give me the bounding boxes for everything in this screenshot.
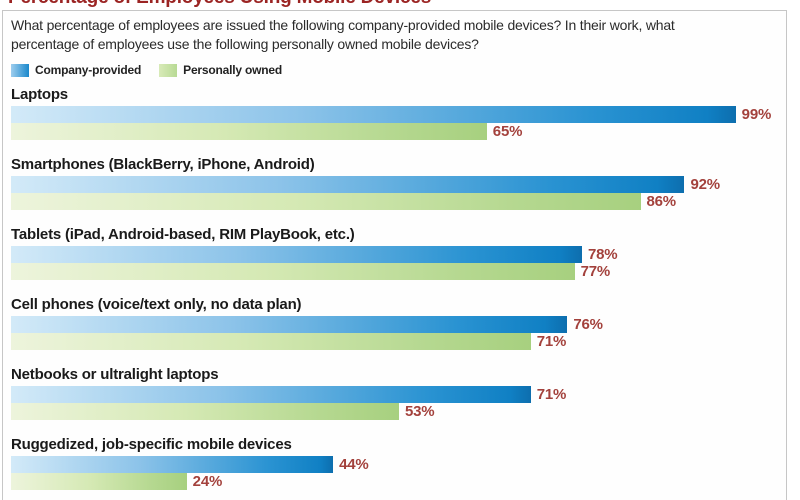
personally-owned-value: 53%: [404, 403, 435, 420]
subtitle-line-2: percentage of employees use the followin…: [11, 36, 479, 52]
company-provided-bar: [11, 386, 531, 403]
personally-owned-bar: [11, 193, 641, 210]
company-provided-swatch-icon: [11, 63, 29, 77]
company-provided-value: 71%: [536, 386, 567, 403]
legend: Company-provided Personally owned: [11, 63, 778, 77]
personally-owned-bar-row: 65%: [11, 123, 743, 140]
category-label: Smartphones (BlackBerry, iPhone, Android…: [11, 156, 315, 173]
personally-owned-bar-row: 77%: [11, 263, 743, 280]
device-section-tablets: Tablets (iPad, Android-based, RIM PlayBo…: [11, 227, 778, 280]
personally-owned-bar-row: 71%: [11, 333, 743, 350]
chart-panel: What percentage of employees are issued …: [2, 10, 787, 500]
company-provided-bar-row: 99%: [11, 106, 771, 123]
legend-item-company-provided: Company-provided: [11, 63, 141, 77]
company-provided-bar: [11, 106, 736, 123]
device-section-cell-phones: Cell phones (voice/text only, no data pl…: [11, 297, 778, 350]
personally-owned-bar-row: 24%: [11, 473, 743, 490]
company-provided-bar-row: 78%: [11, 246, 743, 263]
personally-owned-value: 86%: [646, 193, 677, 210]
legend-label-personal: Personally owned: [183, 63, 282, 77]
bar-area: 44% 24%: [11, 456, 743, 490]
company-provided-bar: [11, 456, 334, 473]
subtitle-line-1: What percentage of employees are issued …: [11, 17, 675, 33]
company-provided-bar: [11, 246, 582, 263]
legend-label-company: Company-provided: [35, 63, 142, 77]
chart-subtitle: What percentage of employees are issued …: [11, 16, 778, 54]
company-provided-bar: [11, 316, 568, 333]
bar-area: 92% 86%: [11, 176, 743, 210]
personally-owned-bar-row: 53%: [11, 403, 743, 420]
legend-item-personally-owned: Personally owned: [159, 63, 282, 77]
personally-owned-value: 65%: [492, 123, 523, 140]
company-provided-value: 78%: [587, 246, 618, 263]
device-section-laptops: Laptops 99% 65%: [11, 87, 778, 140]
personally-owned-bar: [11, 473, 187, 490]
company-provided-value: 44%: [339, 456, 369, 473]
category-label: Netbooks or ultralight laptops: [11, 366, 219, 383]
company-provided-value: 92%: [690, 176, 720, 193]
bar-area: 78% 77%: [11, 246, 743, 280]
personally-owned-swatch-icon: [159, 63, 178, 77]
category-label: Tablets (iPad, Android-based, RIM PlayBo…: [11, 226, 355, 243]
personally-owned-bar: [11, 263, 575, 280]
company-provided-value: 99%: [741, 106, 772, 123]
personally-owned-bar: [11, 333, 531, 350]
bar-area: 71% 53%: [11, 386, 743, 420]
category-label: Ruggedized, job-specific mobile devices: [11, 436, 292, 453]
company-provided-bar: [11, 176, 685, 193]
bar-area: 99% 65%: [11, 106, 771, 140]
company-provided-value: 76%: [573, 316, 603, 333]
company-provided-bar-row: 92%: [11, 176, 743, 193]
bar-area: 76% 71%: [11, 316, 743, 350]
company-provided-bar-row: 71%: [11, 386, 743, 403]
personally-owned-value: 24%: [192, 473, 223, 490]
personally-owned-bar: [11, 403, 399, 420]
company-provided-bar-row: 44%: [11, 456, 743, 473]
device-section-netbooks: Netbooks or ultralight laptops 71% 53%: [11, 367, 778, 420]
device-section-smartphones: Smartphones (BlackBerry, iPhone, Android…: [11, 157, 778, 210]
personally-owned-bar-row: 86%: [11, 193, 743, 210]
personally-owned-value: 71%: [536, 333, 567, 350]
personally-owned-bar: [11, 123, 487, 140]
category-label: Cell phones (voice/text only, no data pl…: [11, 296, 302, 313]
category-label: Laptops: [11, 86, 68, 103]
company-provided-bar-row: 76%: [11, 316, 743, 333]
device-section-ruggedized: Ruggedized, job-specific mobile devices …: [11, 437, 778, 490]
personally-owned-value: 77%: [580, 263, 611, 280]
